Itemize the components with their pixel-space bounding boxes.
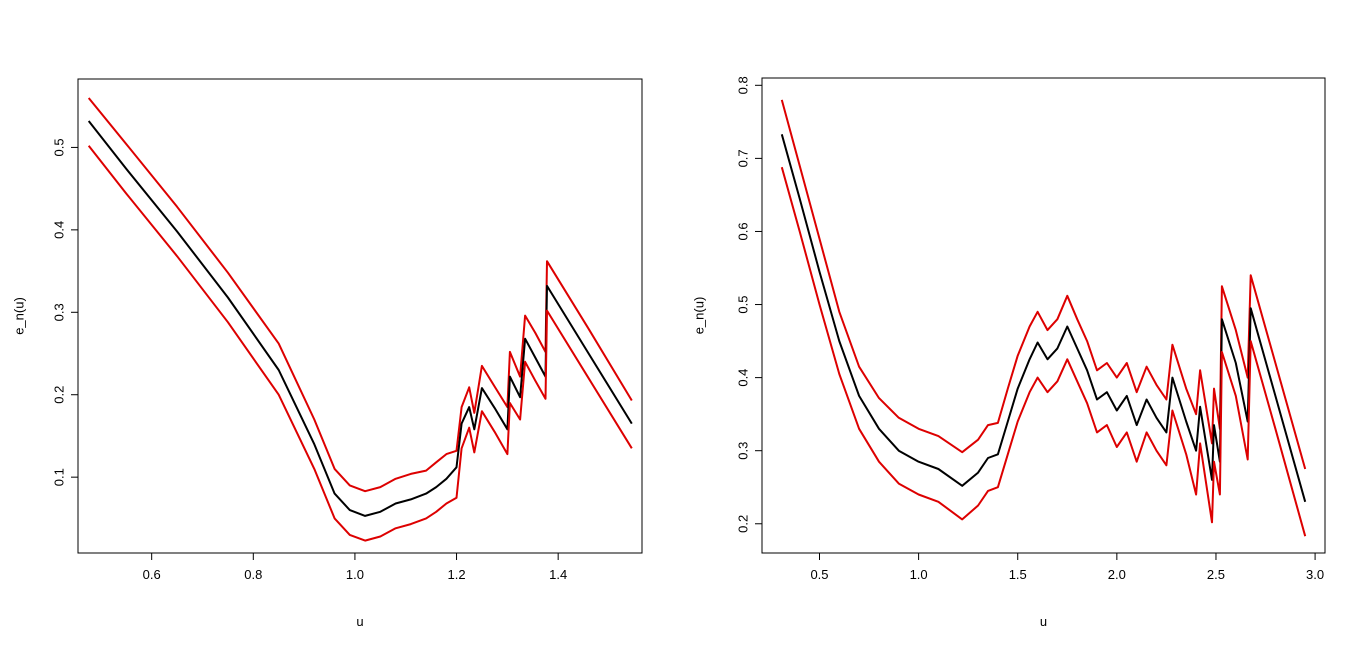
y-tick-label: 0.2: [51, 386, 66, 404]
x-tick-label: 0.6: [143, 567, 161, 582]
x-tick-label: 0.5: [810, 567, 828, 582]
left-plot-panel: 0.6 0.8 1.0 1.2 1.4 0.1 0.2 0.3 0.4 0.5 u e_n(u): [11, 78, 643, 629]
x-tick-label: 1.2: [448, 567, 466, 582]
y-tick-label: 0.1: [51, 468, 66, 486]
y-tick-label: 0.3: [735, 442, 750, 460]
x-tick-label: 3.0: [1306, 567, 1324, 582]
series-line-mean: [780, 134, 1307, 503]
y-tick-label: 0.8: [735, 76, 750, 94]
y-tick-label: 0.3: [51, 303, 66, 321]
x-axis-title: u: [356, 614, 363, 629]
y-axis-title: e_n(u): [691, 297, 706, 335]
x-tick-label: 1.5: [1009, 567, 1027, 582]
y-tick-label: 0.6: [735, 222, 750, 240]
y-tick-label: 0.7: [735, 149, 750, 167]
x-axis-title: u: [1040, 614, 1047, 629]
series-line-upper: [87, 97, 633, 493]
y-tick-label: 0.5: [51, 138, 66, 156]
x-tick-label: 1.0: [910, 567, 928, 582]
x-tick-label: 1.4: [549, 567, 567, 582]
x-tick-label: 0.8: [244, 567, 262, 582]
x-tick-label: 2.0: [1108, 567, 1126, 582]
y-tick-label: 0.5: [735, 295, 750, 313]
x-tick-label: 1.0: [346, 567, 364, 582]
right-plot-panel: 0.5 1.0 1.5 2.0 2.5 3.0 0.2 0.3 0.4 0.5 0.6 0.7 0.8 u…: [691, 76, 1326, 629]
plot-frame: [761, 77, 1326, 554]
series-line-upper: [780, 99, 1307, 470]
y-tick-label: 0.2: [735, 515, 750, 533]
y-tick-label: 0.4: [51, 221, 66, 239]
series-line-lower: [87, 145, 633, 542]
y-tick-label: 0.4: [735, 369, 750, 387]
series-line-mean: [87, 120, 633, 517]
plot-frame: [77, 78, 643, 554]
x-tick-label: 2.5: [1207, 567, 1225, 582]
series-line-lower: [780, 166, 1307, 537]
y-axis-title: e_n(u): [11, 297, 26, 335]
